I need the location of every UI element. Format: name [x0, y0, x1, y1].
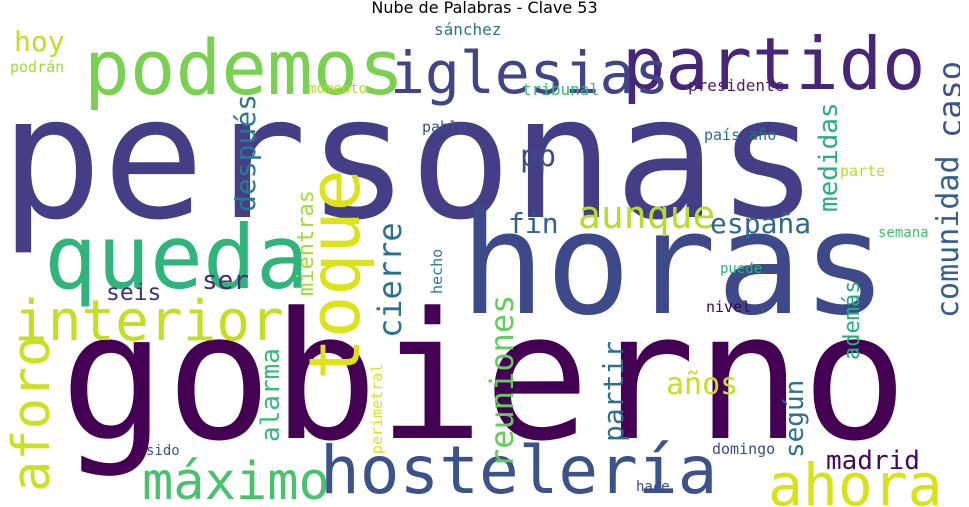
- word-ser: ser: [202, 266, 249, 296]
- word-sido: sido: [146, 443, 180, 459]
- word-hecho: hecho: [428, 248, 446, 294]
- word-queda: queda: [44, 206, 309, 309]
- word-mientras: mientras: [294, 190, 319, 296]
- word-alarma: alarma: [256, 348, 286, 442]
- word-momento: momento: [308, 81, 368, 97]
- word-madrid: madrid: [826, 446, 920, 476]
- word-parte: parte: [840, 162, 886, 180]
- word-pp: pp: [520, 139, 557, 174]
- word-pablo: pablo: [422, 118, 468, 136]
- word-seis: seis: [106, 280, 162, 306]
- word-maximo: máximo: [142, 452, 330, 507]
- word-hoy: hoy: [14, 25, 65, 58]
- word-pais-ano: país año: [704, 126, 777, 144]
- word-caso: caso: [931, 60, 960, 138]
- word-fin: fin: [508, 207, 559, 240]
- word-podran: podrán: [10, 58, 65, 76]
- word-perimetral: perimetral: [368, 363, 386, 454]
- word-personas: personas: [8, 60, 819, 258]
- word-hace: hace: [636, 479, 670, 495]
- word-aforo: aforo: [8, 335, 62, 492]
- word-sanchez: sánchez: [434, 20, 502, 39]
- word-domingo: domingo: [712, 440, 776, 458]
- word-podemos: podemos: [84, 23, 405, 112]
- word-puede: puede: [720, 261, 763, 277]
- word-segun: según: [780, 379, 810, 458]
- word-partido: partido: [622, 22, 926, 106]
- word-cierre: cierre: [371, 222, 409, 338]
- word-gobierno: gobierno: [60, 275, 908, 480]
- word-hosteleria: hostelería: [320, 432, 718, 507]
- word-ahora: ahora: [768, 451, 943, 507]
- chart-title: Nube de Palabras - Clave 53: [371, 0, 598, 17]
- word-presidente: presidente: [688, 76, 785, 95]
- word-reuniones: reuniones: [483, 294, 521, 468]
- word-horas: horas: [460, 182, 888, 347]
- word-cloud: personas gobierno horas queda podemos pa…: [8, 18, 960, 507]
- word-semana: semana: [878, 225, 929, 241]
- word-iglesias: iglesias: [390, 39, 670, 107]
- word-tribunal: tribunal: [522, 80, 600, 99]
- word-nivel: nivel: [706, 298, 752, 316]
- word-ademas: además: [840, 280, 865, 360]
- word-comunidad: comunidad: [931, 155, 960, 318]
- word-interior: interior: [14, 289, 284, 354]
- word-espana: españa: [710, 207, 812, 240]
- word-despues: después: [229, 93, 262, 212]
- word-anos: años: [666, 367, 739, 402]
- word-partir: partir: [597, 340, 630, 442]
- word-medidas: medidas: [814, 102, 844, 212]
- word-aunque: aunque: [578, 193, 716, 237]
